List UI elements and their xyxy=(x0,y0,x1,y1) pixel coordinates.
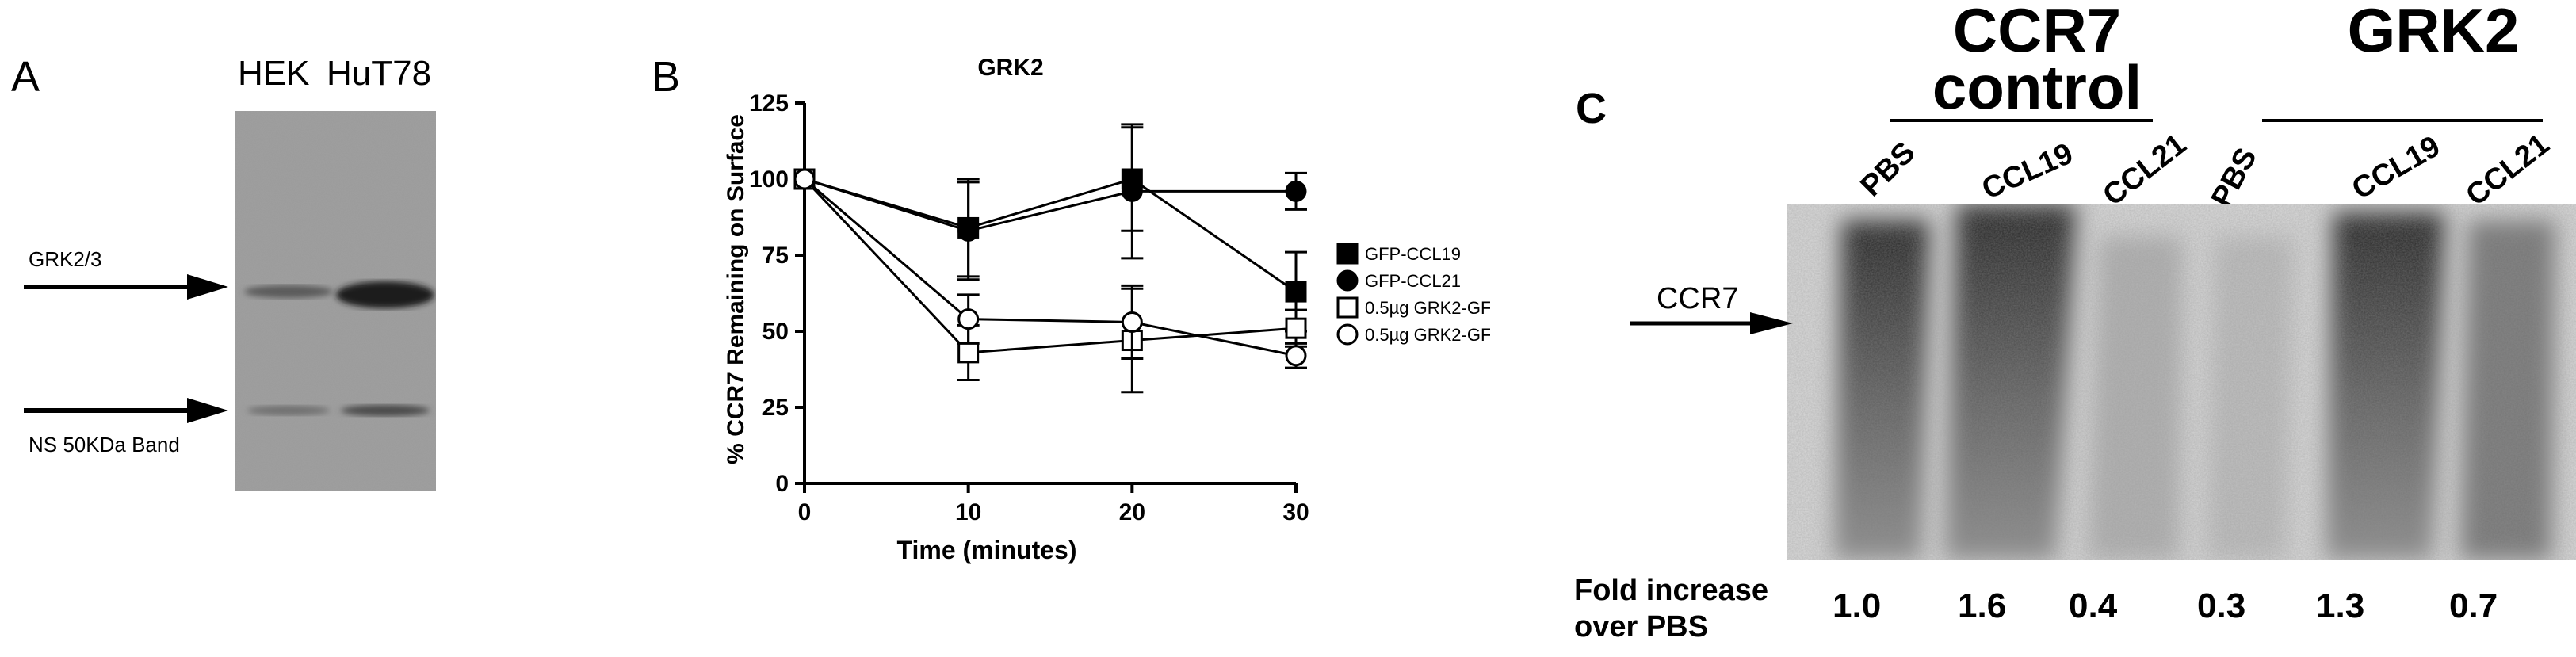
fold-value: 0.4 xyxy=(2069,586,2118,625)
series-line xyxy=(804,178,1296,232)
data-point xyxy=(1285,345,1307,367)
legend-entry: GFP-CCL21 xyxy=(1365,271,1461,291)
series-line xyxy=(804,178,1297,293)
fold-value: 1.6 xyxy=(1958,586,2007,625)
ccr7-blot-image xyxy=(1787,204,2576,560)
fold-value: 1.0 xyxy=(1833,586,1882,625)
line-chart: GRK2 % CCR7 Remaining on Surface Time (m… xyxy=(723,55,1490,564)
fold-increase-label: Fold increase over PBS xyxy=(1574,572,1768,645)
arrow-icon xyxy=(24,398,228,423)
x-axis-label: Time (minutes) xyxy=(897,536,1077,564)
x-tick-label: 0 xyxy=(798,499,812,525)
lane-label: CCL21 xyxy=(2459,128,2556,213)
data-point xyxy=(1285,317,1307,339)
panel-b-letter: B xyxy=(652,53,681,101)
arrow-icon xyxy=(24,274,228,300)
group-title-line: CCR7 xyxy=(1952,0,2122,65)
data-point xyxy=(1121,180,1143,202)
lane-label: PBS xyxy=(1854,136,1922,204)
lane-label-hek: HEK xyxy=(238,54,310,93)
group-bracket-line xyxy=(2262,119,2543,122)
y-axis-label: % CCR7 Remaining on Surface xyxy=(723,114,749,464)
legend-marker xyxy=(1336,269,1359,292)
lane-label: PBS xyxy=(2205,142,2264,213)
legend-marker xyxy=(1336,243,1359,265)
lane-label: CCL21 xyxy=(2096,128,2193,213)
group-title-ccr7-control: CCR7 control xyxy=(1886,0,2188,122)
y-tick-label: 0 xyxy=(775,471,789,497)
chart-title: GRK2 xyxy=(977,55,1043,81)
data-point xyxy=(793,168,816,190)
group-title-line: control xyxy=(1932,52,2142,122)
fold-value: 0.7 xyxy=(2449,586,2498,625)
data-point xyxy=(1285,281,1307,303)
group-title-line: GRK2 xyxy=(2347,0,2520,65)
western-blot-image xyxy=(235,111,436,491)
x-tick-label: 10 xyxy=(955,499,981,525)
arrow-icon xyxy=(1630,312,1793,334)
legend-entry: GFP-CCL19 xyxy=(1365,244,1461,264)
panel-c-letter: C xyxy=(1576,85,1607,132)
y-tick-label: 50 xyxy=(762,319,789,345)
lane-label-hut78: HuT78 xyxy=(327,54,432,93)
group-bracket-line xyxy=(1890,119,2153,122)
x-tick-label: 20 xyxy=(1119,499,1145,525)
legend-entry: 0.5µg GRK2-GFP CCL21 xyxy=(1365,325,1490,345)
legend-entry: 0.5µg GRK2-GFP CCL19 xyxy=(1365,298,1490,318)
data-point xyxy=(1121,311,1143,333)
fold-value: 1.3 xyxy=(2316,586,2365,625)
y-tick-label: 25 xyxy=(762,395,789,421)
band-label-grk23: GRK2/3 xyxy=(29,247,102,271)
fold-label-line: Fold increase xyxy=(1574,574,1768,607)
fold-label-line: over PBS xyxy=(1574,610,1708,644)
lane-label: CCL19 xyxy=(1977,136,2078,207)
fold-value: 0.3 xyxy=(2197,586,2246,625)
y-tick-label: 125 xyxy=(749,90,789,117)
legend-marker xyxy=(1336,296,1359,319)
panel-a-letter: A xyxy=(11,53,40,101)
series-line xyxy=(804,178,1297,357)
y-tick-label: 75 xyxy=(762,243,789,269)
group-title-grk2: GRK2 xyxy=(2283,0,2576,65)
legend-marker xyxy=(1336,323,1359,346)
data-point xyxy=(1285,180,1307,202)
ccr7-band-label: CCR7 xyxy=(1657,282,1739,315)
data-point xyxy=(957,220,980,242)
data-point xyxy=(957,342,980,364)
y-tick-label: 100 xyxy=(749,166,789,193)
band-label-ns50kda: NS 50KDa Band xyxy=(29,433,180,456)
data-point xyxy=(957,308,980,330)
lane-label: CCL19 xyxy=(2346,129,2446,207)
x-tick-label: 30 xyxy=(1282,499,1309,525)
series-line xyxy=(803,178,1297,354)
